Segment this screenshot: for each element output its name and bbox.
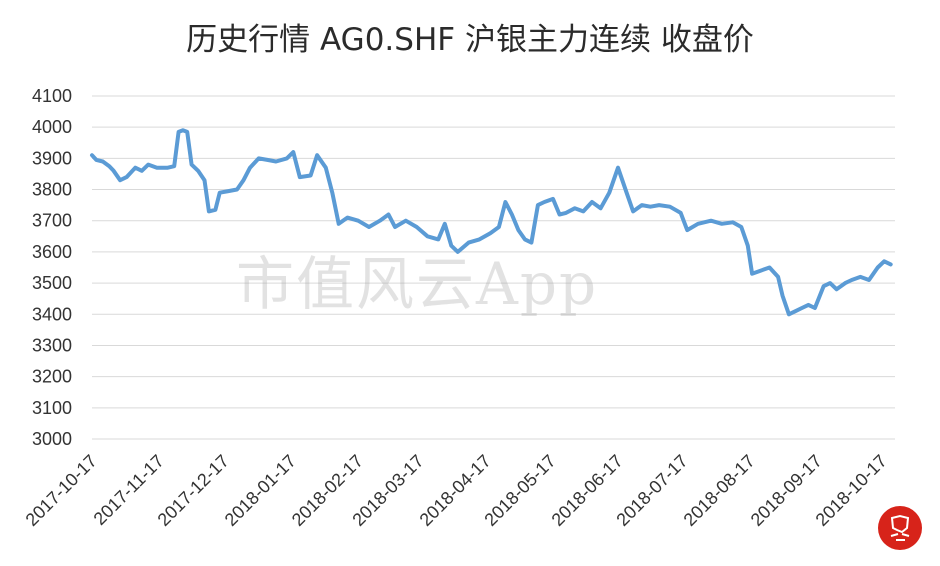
y-tick-label: 3200 xyxy=(32,367,72,387)
watermark: 市值风云App xyxy=(236,250,599,318)
y-tick-label: 3000 xyxy=(32,429,72,449)
y-tick-label: 3700 xyxy=(32,211,72,231)
y-tick-label: 3100 xyxy=(32,398,72,418)
x-tick-label: 2018-01-17 xyxy=(221,451,300,530)
x-tick-label: 2018-08-17 xyxy=(680,451,759,530)
y-tick-label: 3500 xyxy=(32,273,72,293)
series-line xyxy=(90,128,893,317)
seal-logo-icon xyxy=(878,506,922,550)
y-tick-label: 3400 xyxy=(32,304,72,324)
y-tick-label: 4100 xyxy=(32,86,72,106)
y-tick-label: 3600 xyxy=(32,242,72,262)
chart-title: 历史行情 AG0.SHF 沪银主力连续 收盘价 xyxy=(186,22,754,58)
x-axis-ticks: 2017-10-172017-11-172017-12-172018-01-17… xyxy=(22,451,891,530)
y-axis-ticks: 3000 3100 3200 3300 3400 3500 3600 3700 3800 3900… xyxy=(32,86,72,449)
y-tick-label: 3800 xyxy=(32,180,72,200)
y-tick-label: 4000 xyxy=(32,117,72,137)
y-tick-label: 3900 xyxy=(32,148,72,168)
x-tick-label: 2017-10-17 xyxy=(22,451,101,530)
series-group xyxy=(90,128,893,317)
y-tick-label: 3300 xyxy=(32,335,72,355)
